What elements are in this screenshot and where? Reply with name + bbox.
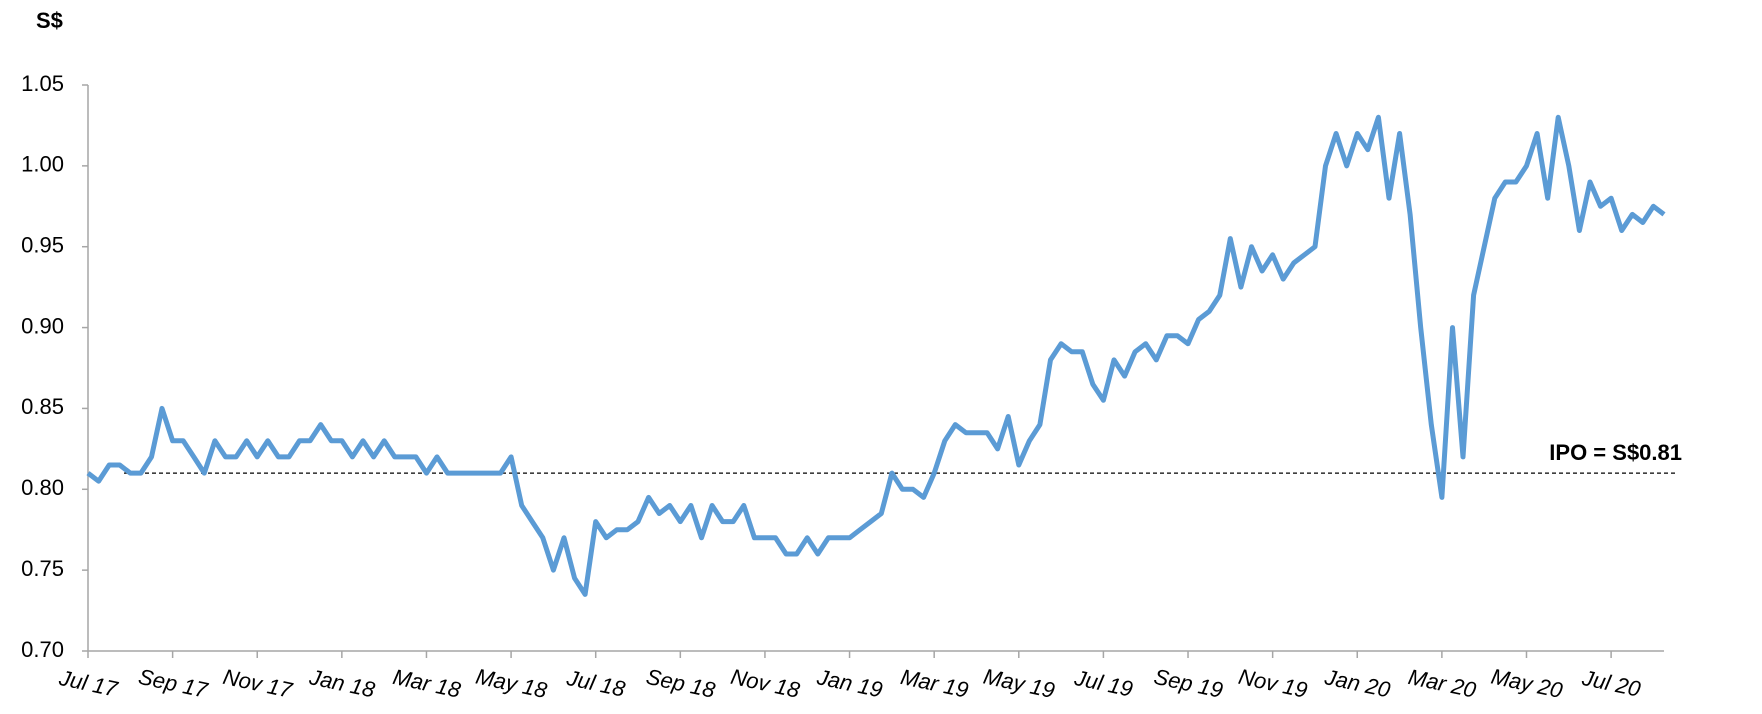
x-tick-label: May 18 — [474, 664, 551, 704]
x-tick-label: Mar 18 — [391, 664, 464, 703]
x-tick-label: May 19 — [981, 664, 1057, 703]
y-tick-label: 1.05 — [21, 71, 64, 96]
y-axis-label: S$ — [36, 8, 63, 33]
x-tick-label: Jul 17 — [56, 665, 120, 702]
y-tick-label: 1.00 — [21, 152, 64, 177]
y-tick-label: 0.70 — [21, 637, 64, 662]
y-tick-label: 0.90 — [21, 313, 64, 338]
y-tick-label: 0.80 — [21, 475, 64, 500]
x-tick-label: Jan 18 — [306, 664, 378, 703]
reference-label: IPO = S$0.81 — [1549, 440, 1682, 465]
x-tick-label: Jul 19 — [1071, 665, 1135, 702]
x-tick-label: Jan 20 — [1322, 664, 1394, 703]
y-tick-label: 0.85 — [21, 394, 64, 419]
price-line — [86, 114, 1666, 597]
x-tick-label: May 20 — [1489, 664, 1566, 704]
x-tick-label: Jul 20 — [1579, 665, 1643, 702]
x-tick-label: Jul 18 — [564, 665, 628, 702]
x-tick-label: Nov 17 — [221, 664, 295, 703]
x-tick-label: Sep 18 — [644, 664, 718, 703]
x-tick-label: Sep 19 — [1152, 664, 1225, 703]
x-tick-label: Jan 19 — [814, 664, 885, 702]
x-tick-label: Mar 19 — [898, 664, 970, 703]
y-tick-label: 0.95 — [21, 233, 64, 258]
x-tick-label: Mar 20 — [1406, 664, 1479, 703]
x-tick-label: Sep 17 — [136, 664, 210, 703]
x-tick-label: Nov 18 — [729, 664, 803, 703]
y-tick-label: 0.75 — [21, 556, 64, 581]
x-tick-label: Nov 19 — [1236, 664, 1309, 703]
